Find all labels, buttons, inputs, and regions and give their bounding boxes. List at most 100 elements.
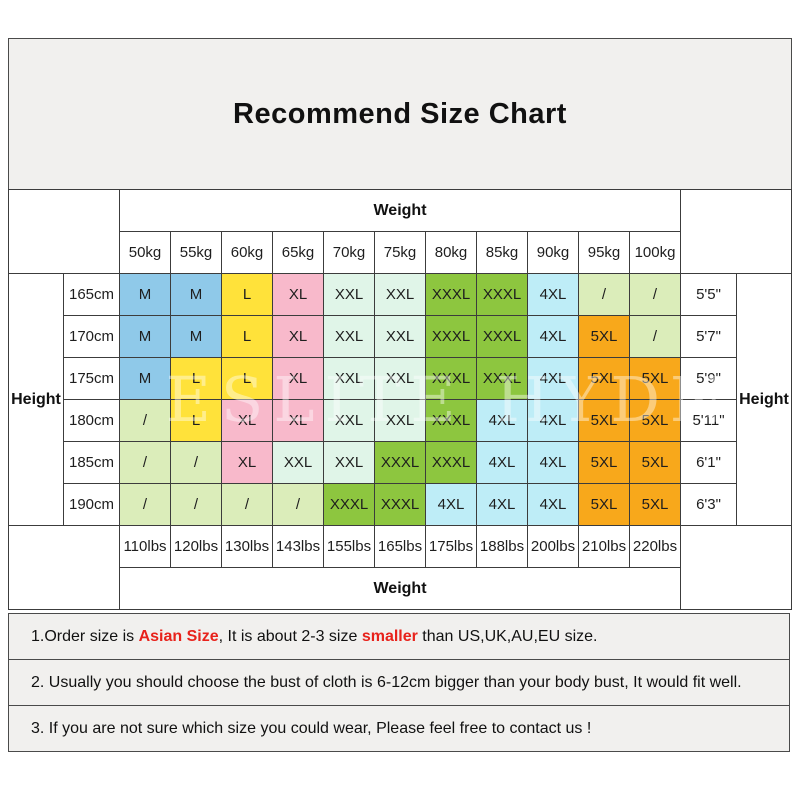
note-text: than US,UK,AU,EU size. — [417, 628, 598, 645]
size-cell: 5XL — [629, 483, 681, 526]
weight-kg-cell: 65kg — [272, 231, 324, 274]
size-cell: M — [119, 357, 171, 400]
size-cell: XXXL — [425, 399, 477, 442]
size-cell: / — [272, 483, 324, 526]
weight-lbs-cell: 155lbs — [323, 525, 375, 568]
weight-kg-cell: 55kg — [170, 231, 222, 274]
size-cell: XL — [272, 273, 324, 316]
weight-lbs-cell: 188lbs — [476, 525, 528, 568]
size-cell: XL — [221, 399, 273, 442]
size-cell: XXXL — [374, 483, 426, 526]
size-cell: / — [629, 315, 681, 358]
weight-lbs-cell: 175lbs — [425, 525, 477, 568]
weight-kg-cell: 85kg — [476, 231, 528, 274]
corner-top-right — [680, 189, 792, 274]
note-highlight-text: smaller — [361, 628, 418, 645]
size-cell: / — [221, 483, 273, 526]
height-cm-cell: 175cm — [63, 357, 120, 400]
size-cell: 5XL — [578, 483, 630, 526]
size-cell: 4XL — [425, 483, 477, 526]
weight-top-header: Weight — [119, 189, 681, 232]
title-box: Recommend Size Chart — [8, 38, 792, 190]
size-cell: / — [170, 483, 222, 526]
size-cell: XXXL — [476, 273, 528, 316]
size-cell: XL — [272, 357, 324, 400]
weight-kg-cell: 75kg — [374, 231, 426, 274]
weight-kg-cell: 70kg — [323, 231, 375, 274]
size-cell: M — [170, 273, 222, 316]
size-cell: 5XL — [578, 441, 630, 484]
height-ft-cell: 5'7" — [680, 315, 737, 358]
height-ft-cell: 5'11" — [680, 399, 737, 442]
size-cell: XXXL — [425, 357, 477, 400]
height-cm-cell: 170cm — [63, 315, 120, 358]
note-text: 1.Order size is — [31, 628, 139, 645]
corner-bottom-right — [680, 525, 792, 610]
size-cell: L — [221, 315, 273, 358]
size-cell: XXXL — [425, 273, 477, 316]
size-cell: 4XL — [527, 399, 579, 442]
weight-kg-cell: 100kg — [629, 231, 681, 274]
weight-lbs-cell: 165lbs — [374, 525, 426, 568]
height-left-header: Height — [8, 273, 64, 526]
corner-bottom-left — [8, 525, 120, 610]
size-cell: XXL — [374, 273, 426, 316]
weight-lbs-cell: 200lbs — [527, 525, 579, 568]
size-cell: XXL — [374, 399, 426, 442]
weight-kg-cell: 80kg — [425, 231, 477, 274]
note-highlight-text: Asian Size — [138, 628, 219, 645]
height-ft-cell: 6'3" — [680, 483, 737, 526]
height-ft-cell: 5'5" — [680, 273, 737, 316]
size-cell: 4XL — [527, 441, 579, 484]
height-cm-cell: 190cm — [63, 483, 120, 526]
height-ft-cell: 5'9" — [680, 357, 737, 400]
weight-lbs-cell: 130lbs — [221, 525, 273, 568]
size-cell: 5XL — [629, 441, 681, 484]
size-cell: / — [119, 441, 171, 484]
size-cell: 4XL — [476, 399, 528, 442]
weight-lbs-cell: 143lbs — [272, 525, 324, 568]
size-cell: M — [170, 315, 222, 358]
size-cell: XXL — [323, 357, 375, 400]
size-cell: XL — [272, 399, 324, 442]
corner-top-left — [8, 189, 120, 274]
size-cell: XXXL — [476, 357, 528, 400]
size-cell: L — [170, 357, 222, 400]
size-cell: XXXL — [374, 441, 426, 484]
size-cell: XXXL — [425, 441, 477, 484]
height-cm-cell: 165cm — [63, 273, 120, 316]
size-cell: XXL — [374, 315, 426, 358]
page-title: Recommend Size Chart — [233, 97, 567, 130]
size-cell: XL — [221, 441, 273, 484]
size-cell: 4XL — [527, 273, 579, 316]
size-cell: M — [119, 315, 171, 358]
note-text: 3. If you are not sure which size you co… — [31, 720, 592, 737]
weight-lbs-cell: 210lbs — [578, 525, 630, 568]
size-cell: 4XL — [527, 357, 579, 400]
note-text: 2. Usually you should choose the bust of… — [31, 674, 742, 691]
height-right-header: Height — [736, 273, 792, 526]
size-cell: XXL — [323, 441, 375, 484]
size-cell: L — [221, 357, 273, 400]
size-chart-table: Weight 50kg 55kg 60kg 65kg 70kg 75kg 80kg 85kg 90… — [8, 189, 792, 610]
note-1: 1.Order size is Asian Size, It is about … — [8, 613, 790, 660]
weight-lbs-cell: 220lbs — [629, 525, 681, 568]
size-cell: XXL — [272, 441, 324, 484]
height-ft-cell: 6'1" — [680, 441, 737, 484]
weight-lbs-cell: 110lbs — [119, 525, 171, 568]
size-cell: XXL — [323, 399, 375, 442]
size-cell: 5XL — [578, 315, 630, 358]
size-cell: XL — [272, 315, 324, 358]
size-cell: M — [119, 273, 171, 316]
size-cell: 4XL — [527, 315, 579, 358]
size-cell: XXXL — [476, 315, 528, 358]
size-cell: XXL — [323, 273, 375, 316]
weight-kg-cell: 50kg — [119, 231, 171, 274]
height-cm-cell: 180cm — [63, 399, 120, 442]
size-cell: / — [119, 483, 171, 526]
note-text: , It is about 2-3 size — [218, 628, 362, 645]
height-cm-cell: 185cm — [63, 441, 120, 484]
size-cell: / — [170, 441, 222, 484]
size-cell: 5XL — [578, 357, 630, 400]
